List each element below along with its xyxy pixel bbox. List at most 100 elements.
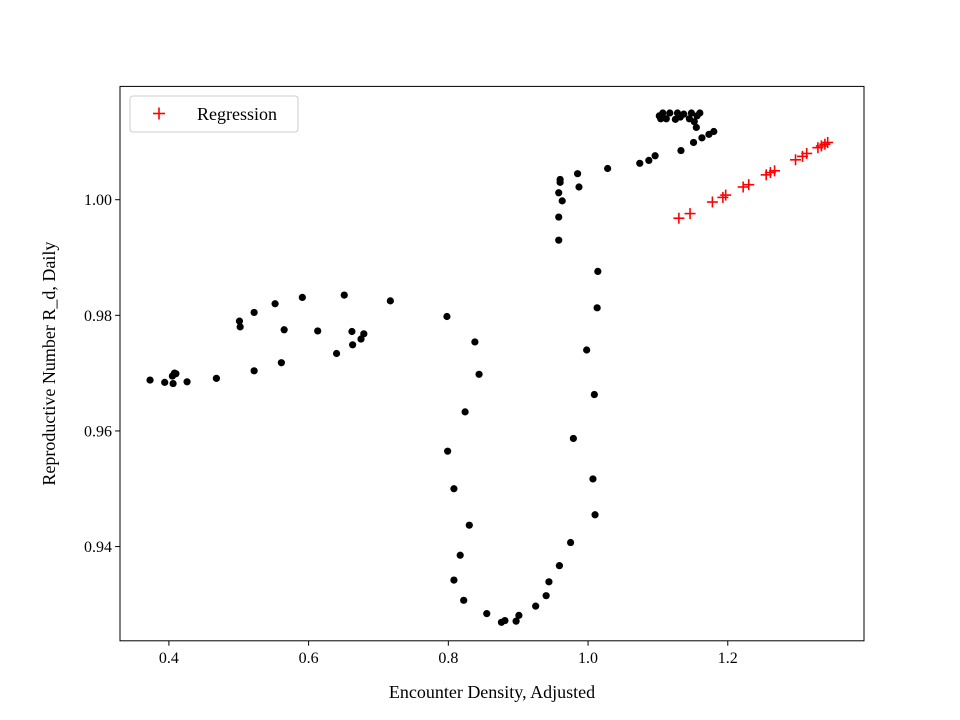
- x-tick-label: 0.6: [299, 650, 319, 667]
- x-axis-ticks: 0.4 0.6 0.8 1.0 1.2: [159, 640, 738, 667]
- observed-point: [235, 317, 244, 325]
- observed-point: [212, 374, 221, 382]
- observed-point: [236, 323, 244, 331]
- observed-point: [696, 109, 704, 117]
- observed-point: [692, 123, 700, 132]
- legend-box: [129, 95, 299, 133]
- y-axis-ticks: 0.94 0.96 0.98 1.00: [84, 192, 120, 556]
- regression-point: [684, 208, 696, 220]
- regression-point: [706, 196, 718, 208]
- observed-point: [556, 175, 564, 184]
- observed-point: [575, 183, 583, 191]
- observed-point: [689, 138, 698, 147]
- observed-point: [501, 616, 509, 625]
- regression-series: [673, 136, 834, 224]
- observed-point: [450, 485, 458, 493]
- observed-point: [583, 346, 591, 354]
- observed-point: [573, 170, 582, 178]
- observed-point: [444, 447, 452, 455]
- observed-point: [690, 118, 698, 126]
- observed-point: [271, 300, 279, 308]
- regression-point: [819, 138, 831, 150]
- observed-point: [555, 189, 563, 197]
- observed-point: [532, 602, 540, 610]
- observed-point: [471, 338, 479, 346]
- y-tick-label: 0.98: [84, 308, 112, 325]
- observed-point: [666, 109, 674, 117]
- observed-point: [340, 291, 348, 299]
- observed-point: [250, 367, 258, 375]
- observed-point: [146, 376, 154, 384]
- observed-point: [183, 378, 191, 386]
- regression-point: [717, 191, 729, 203]
- observed-point: [558, 197, 566, 205]
- observed-point: [645, 156, 653, 164]
- observed-point: [593, 304, 601, 312]
- observed-point: [161, 378, 169, 386]
- observed-point: [651, 152, 659, 160]
- observed-point: [542, 592, 550, 600]
- observed-point: [591, 511, 599, 519]
- observed-point: [698, 134, 706, 142]
- regression-point: [790, 154, 802, 166]
- regression-point: [737, 181, 749, 193]
- observed-point: [659, 109, 667, 117]
- observed-point: [566, 538, 575, 547]
- observed-point: [465, 521, 473, 529]
- observed-point: [460, 596, 468, 604]
- regression-point: [769, 165, 781, 177]
- regression-point: [822, 136, 834, 148]
- observed-point: [710, 127, 718, 136]
- observed-point: [512, 617, 520, 625]
- observed-point: [475, 370, 483, 378]
- observed-point: [250, 308, 258, 317]
- y-tick-label: 1.00: [84, 192, 112, 209]
- observed-point: [443, 312, 451, 321]
- x-tick-label: 0.4: [159, 650, 179, 667]
- observed-point: [314, 327, 322, 335]
- x-tick-label: 1.0: [578, 650, 598, 667]
- observed-point: [515, 611, 523, 619]
- observed-point: [604, 164, 612, 173]
- observed-point: [555, 562, 564, 570]
- x-tick-label: 1.2: [718, 650, 738, 667]
- x-tick-label: 0.8: [438, 650, 458, 667]
- observed-point: [298, 293, 306, 302]
- observed-point: [657, 115, 665, 123]
- observed-point: [555, 213, 563, 221]
- observed-point: [461, 408, 469, 416]
- plot-area: [120, 86, 864, 641]
- observed-point: [349, 341, 357, 349]
- regression-point: [673, 212, 685, 224]
- y-axis-label: Reproductive Number R_d, Daily: [39, 242, 59, 486]
- regression-point: [720, 189, 732, 201]
- observed-point: [456, 551, 464, 559]
- observed-series: [146, 109, 718, 626]
- legend-marker-regression: [153, 107, 165, 120]
- legend: Regression: [129, 95, 299, 133]
- regression-point: [801, 147, 813, 159]
- observed-point: [332, 349, 341, 358]
- observed-point: [172, 370, 180, 378]
- observed-point: [280, 326, 288, 334]
- regression-point: [743, 179, 755, 191]
- y-tick-label: 0.94: [84, 539, 112, 556]
- observed-point: [594, 267, 602, 275]
- observed-point: [555, 236, 563, 244]
- x-axis-label: Encounter Density, Adjusted: [389, 682, 595, 702]
- observed-point: [483, 610, 491, 618]
- observed-point: [545, 578, 553, 586]
- observed-point: [360, 330, 368, 338]
- observed-point: [662, 115, 670, 123]
- plot-frame: [119, 85, 865, 642]
- observed-point: [677, 146, 685, 155]
- observed-point: [589, 475, 597, 483]
- observed-point: [386, 297, 394, 305]
- observed-point: [348, 327, 356, 336]
- observed-point: [169, 379, 177, 388]
- observed-point: [687, 109, 696, 117]
- observed-point: [569, 434, 577, 443]
- observed-point: [590, 390, 598, 399]
- y-tick-label: 0.96: [84, 423, 112, 440]
